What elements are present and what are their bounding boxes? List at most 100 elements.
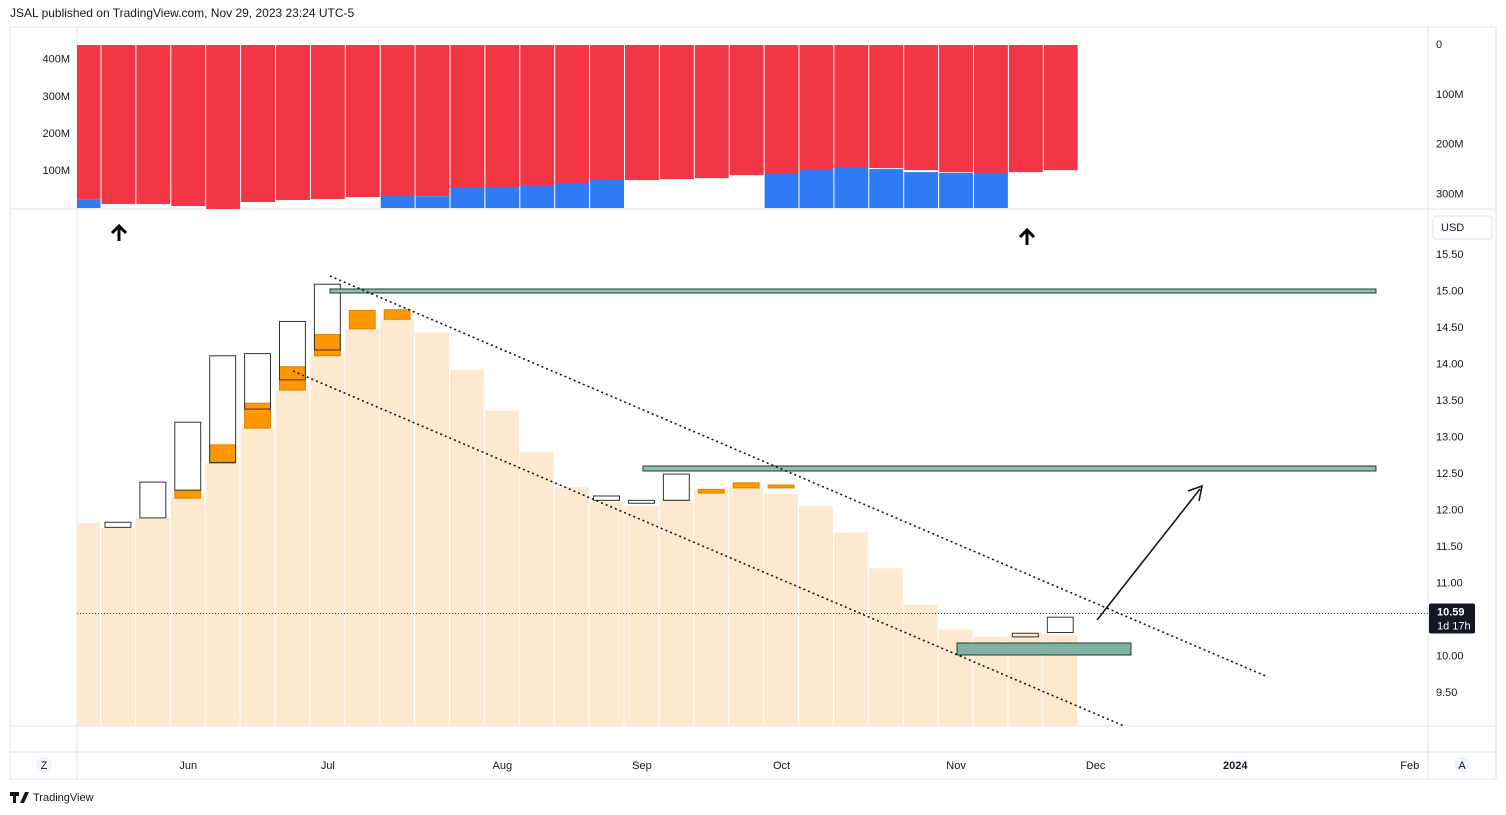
area-column (624, 506, 659, 726)
volume-bar (729, 45, 764, 176)
x-tick-label: Nov (946, 760, 966, 772)
y-tick-label: 15.50 (1436, 249, 1464, 261)
x-tick-label: Feb (1400, 760, 1419, 772)
volume-bar (659, 45, 694, 180)
volume-bar (1008, 45, 1043, 173)
hollow-box (628, 499, 655, 504)
area-column (729, 487, 764, 726)
area-column (345, 328, 380, 726)
last-price-label: 10.59 (1437, 606, 1465, 618)
y-tick-label: 9.50 (1436, 687, 1457, 699)
orange-box (697, 488, 725, 494)
plot-area (77, 45, 1078, 726)
volume-bar (799, 169, 834, 208)
volume-bar (555, 45, 590, 186)
y-tick-label: 300M (42, 91, 70, 103)
hollow-box (279, 320, 306, 381)
trend-line (329, 275, 1269, 678)
orange-box (732, 482, 760, 489)
hollow-box (139, 481, 167, 519)
y2-tick-label: 100M (1436, 89, 1464, 101)
y-tick-label: 12.50 (1436, 468, 1464, 480)
volume-bar (974, 45, 1008, 175)
volume-bar (869, 45, 904, 169)
volume-bar (834, 167, 869, 208)
hollow-box (313, 283, 341, 351)
volume-bar (206, 45, 241, 209)
volume-bar (101, 45, 136, 205)
volume-bar (415, 196, 450, 208)
hollow-box (209, 355, 237, 463)
logo (10, 792, 29, 803)
volume-bar (380, 45, 415, 198)
currency-box[interactable] (1432, 215, 1493, 240)
y-tick-label: 14.50 (1436, 322, 1464, 334)
y-tick-label: 15.00 (1436, 285, 1464, 297)
volume-bar (345, 45, 380, 198)
orange-box (767, 484, 795, 489)
header: JSAL published on TradingView.com, Nov 2… (10, 6, 355, 20)
x-tick-label: Jul (321, 760, 335, 772)
area-column (833, 532, 868, 726)
x-tick-label: Sep (632, 760, 652, 772)
volume-bar (869, 169, 904, 208)
currency: USD (1441, 222, 1464, 234)
volume-bar (590, 179, 624, 208)
orange-box (174, 489, 202, 499)
volume-bar (625, 45, 659, 181)
area-column (77, 522, 100, 726)
zoom-button[interactable] (36, 757, 52, 773)
area-column (903, 604, 938, 726)
volume-bar (834, 45, 869, 169)
area-column (170, 498, 205, 726)
area-column (275, 390, 310, 726)
volume-bar (1043, 45, 1078, 171)
y2-tick-label: 300M (1436, 188, 1464, 200)
y-tick-label: 13.50 (1436, 395, 1464, 407)
auto-button[interactable] (1454, 757, 1470, 773)
hollow-box (174, 421, 202, 491)
y-tick-label: 400M (42, 54, 70, 66)
up-arrow (1018, 227, 1036, 245)
y2-tick-label: 0 (1436, 39, 1442, 51)
volume-bar (485, 45, 520, 189)
volume-bar (485, 186, 520, 208)
x-tick-label: Dec (1086, 760, 1106, 772)
arrow-head (1187, 484, 1204, 502)
x-tick-label: Aug (493, 760, 513, 772)
up-arrow (110, 223, 128, 241)
support-zone (956, 642, 1132, 656)
y2-tick-label: 200M (1436, 139, 1464, 151)
volume-bar (555, 183, 590, 208)
volume-bar (520, 45, 555, 188)
volume-bar (799, 45, 834, 171)
area-column (764, 493, 798, 726)
volume-bar (450, 187, 485, 208)
volume-bar (694, 45, 729, 179)
area-column (450, 369, 484, 726)
volume-bar (380, 196, 415, 208)
area-column (135, 517, 170, 726)
trend-line (292, 370, 1125, 727)
y-tick-label: 12.00 (1436, 504, 1464, 516)
hollow-box (1011, 632, 1039, 638)
area-column (101, 528, 135, 726)
volume-bar (136, 45, 171, 205)
volume-bar (520, 186, 555, 208)
volume-bar (904, 172, 939, 208)
y-tick-label: 14.00 (1436, 358, 1464, 370)
orange-box (313, 334, 341, 357)
y-tick-label: 10.00 (1436, 651, 1464, 663)
x-tick-label: Oct (773, 760, 790, 772)
x-tick-label: Jun (179, 760, 197, 772)
volume-bar (764, 173, 799, 208)
volume-bar (77, 199, 101, 208)
y-tick-label: 11.00 (1436, 578, 1463, 590)
area-column (415, 332, 449, 726)
auto-label: A (1458, 760, 1466, 772)
volume-bar (450, 45, 485, 197)
volume-bar (974, 172, 1008, 208)
area-column (519, 452, 554, 726)
